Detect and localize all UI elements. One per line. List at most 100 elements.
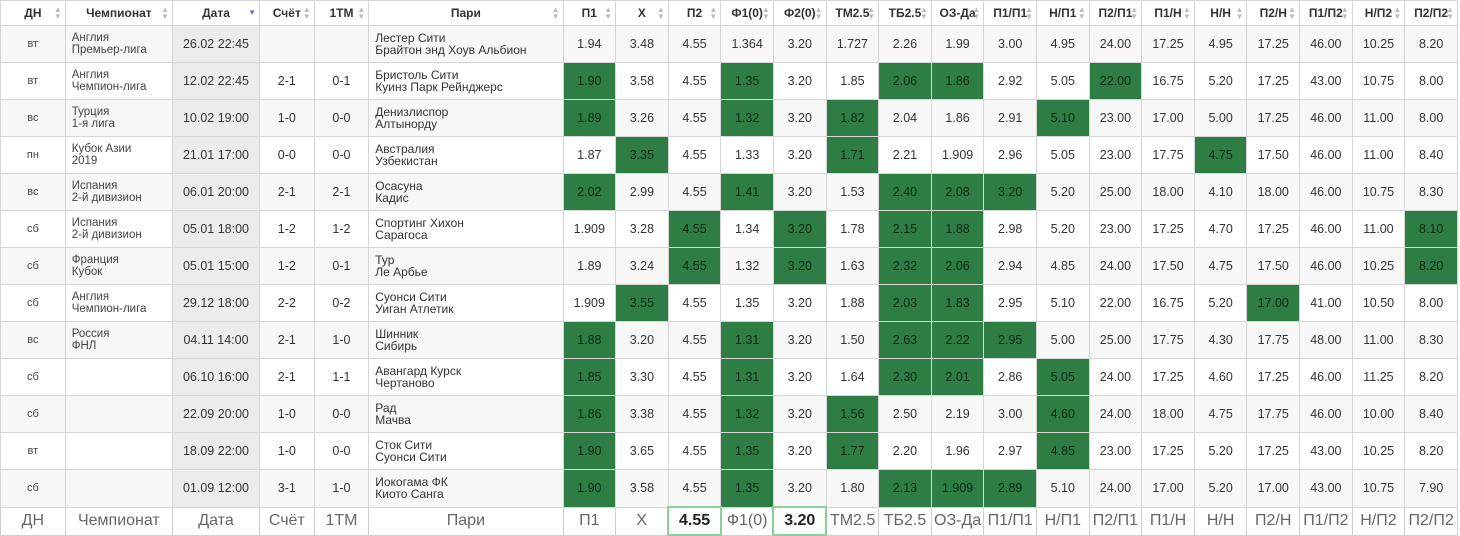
odds-cell[interactable]: 2.30 xyxy=(878,358,932,396)
odds-cell[interactable]: 3.35 xyxy=(615,136,669,174)
odds-cell[interactable]: 1.32 xyxy=(720,99,774,137)
table-row[interactable]: сб Англия Чемпион-лига 29.12 18:00 2-2 0-2 Суо… xyxy=(0,284,1458,322)
odds-cell[interactable]: 17.25 xyxy=(1246,210,1301,248)
match-cell[interactable]: Австралия Узбекистан xyxy=(368,136,564,174)
odds-cell[interactable]: 24.00 xyxy=(1088,25,1143,63)
sort-updown-icon[interactable]: ▲ ▼ xyxy=(551,5,560,21)
odds-cell[interactable]: 16.75 xyxy=(1141,284,1195,322)
odds-cell[interactable]: 2.86 xyxy=(983,358,1037,396)
sort-updown-icon[interactable]: ▲ ▼ xyxy=(1340,5,1349,21)
filter-value[interactable]: 4.55 xyxy=(667,506,722,536)
odds-cell[interactable]: 4.10 xyxy=(1193,173,1248,211)
column-header[interactable]: Х ▲ ▼ xyxy=(615,0,669,26)
odds-cell[interactable]: 5.00 xyxy=(1036,321,1090,359)
odds-cell[interactable]: 3.20 xyxy=(772,358,827,396)
odds-cell[interactable]: 5.10 xyxy=(1036,99,1090,137)
odds-cell[interactable]: 1.64 xyxy=(825,358,880,396)
odds-cell[interactable]: 46.00 xyxy=(1299,173,1353,211)
table-row[interactable]: сб 01.09 12:00 3-1 1-0 Иокогама ФК Киото Санг… xyxy=(0,469,1458,508)
odds-cell[interactable]: 16.75 xyxy=(1141,62,1195,100)
odds-cell[interactable]: 3.20 xyxy=(615,321,669,359)
odds-cell[interactable]: 3.20 xyxy=(772,210,827,248)
odds-cell[interactable]: 2.21 xyxy=(878,136,932,174)
odds-cell[interactable]: 4.55 xyxy=(667,210,722,248)
odds-cell[interactable]: 4.55 xyxy=(667,62,722,100)
odds-cell[interactable]: 4.95 xyxy=(1193,25,1248,63)
table-row[interactable]: сб 22.09 20:00 1-0 0-0 Рад Мачва 1.86 3.38 4.55 1… xyxy=(0,395,1458,433)
odds-cell[interactable]: 4.75 xyxy=(1193,395,1248,433)
odds-cell[interactable]: 4.55 xyxy=(667,25,722,63)
odds-cell[interactable]: 4.85 xyxy=(1036,432,1090,470)
odds-cell[interactable]: 2.20 xyxy=(878,432,932,470)
filter-cell[interactable]: П2/П2 xyxy=(1404,506,1458,536)
sort-updown-icon[interactable]: ▲ ▼ xyxy=(1393,5,1402,21)
odds-cell[interactable]: 46.00 xyxy=(1299,247,1353,285)
odds-cell[interactable]: 23.00 xyxy=(1088,432,1143,470)
odds-cell[interactable]: 4.55 xyxy=(667,358,722,396)
table-row[interactable]: вт Англия Премьер-лига 26.02 22:45 Лестер Си… xyxy=(0,25,1458,63)
sort-updown-icon[interactable]: ▲ ▼ xyxy=(1130,5,1139,21)
odds-cell[interactable]: 4.75 xyxy=(1193,136,1248,174)
odds-cell[interactable]: 2.95 xyxy=(983,321,1037,359)
odds-cell[interactable]: 8.30 xyxy=(1404,321,1458,359)
filter-cell[interactable]: Дата xyxy=(172,506,260,536)
column-header[interactable]: П1/П1 ▲ ▼ xyxy=(983,0,1037,26)
odds-cell[interactable]: 1.86 xyxy=(930,62,985,100)
odds-cell[interactable]: 4.55 xyxy=(667,321,722,359)
odds-cell[interactable]: 4.55 xyxy=(667,469,722,508)
odds-cell[interactable]: 4.55 xyxy=(667,247,722,285)
odds-cell[interactable]: 3.20 xyxy=(772,25,827,63)
column-header[interactable]: П2/П1 ▲ ▼ xyxy=(1088,0,1143,26)
odds-cell[interactable]: 46.00 xyxy=(1299,358,1353,396)
odds-cell[interactable]: 3.20 xyxy=(772,247,827,285)
odds-cell[interactable]: 1.86 xyxy=(562,395,617,433)
odds-cell[interactable]: 3.20 xyxy=(983,173,1037,211)
odds-cell[interactable]: 5.05 xyxy=(1036,136,1090,174)
odds-cell[interactable]: 23.00 xyxy=(1088,136,1143,174)
filter-cell[interactable]: Н/П1 xyxy=(1036,506,1090,536)
odds-cell[interactable]: 3.20 xyxy=(772,321,827,359)
odds-cell[interactable]: 10.00 xyxy=(1351,395,1406,433)
odds-cell[interactable]: 2.63 xyxy=(878,321,932,359)
sort-updown-icon[interactable]: ▲ ▼ xyxy=(919,5,928,21)
odds-cell[interactable]: 8.30 xyxy=(1404,173,1458,211)
sort-updown-icon[interactable]: ▲ ▼ xyxy=(762,5,770,21)
column-header[interactable]: Н/П2 ▲ ▼ xyxy=(1351,0,1406,26)
column-header[interactable]: Дата ▼ xyxy=(172,0,260,26)
odds-cell[interactable]: 8.20 xyxy=(1404,358,1458,396)
table-row[interactable]: сб 06.10 16:00 2-1 1-1 Авангард Курск Чертано… xyxy=(0,358,1458,396)
odds-cell[interactable]: 17.75 xyxy=(1141,136,1195,174)
odds-cell[interactable]: 1.96 xyxy=(930,432,985,470)
sort-updown-icon[interactable]: ▲ ▼ xyxy=(53,5,62,21)
odds-cell[interactable]: 17.75 xyxy=(1246,321,1301,359)
filter-cell[interactable]: Н/Н xyxy=(1193,506,1248,536)
odds-cell[interactable]: 46.00 xyxy=(1299,136,1353,174)
odds-cell[interactable]: 1.364 xyxy=(720,25,774,63)
column-header[interactable]: Пари ▲ ▼ xyxy=(368,0,564,26)
odds-cell[interactable]: 1.31 xyxy=(720,321,774,359)
odds-cell[interactable]: 5.05 xyxy=(1036,62,1090,100)
odds-cell[interactable]: 2.02 xyxy=(562,173,617,211)
match-cell[interactable]: Рад Мачва xyxy=(368,395,564,433)
odds-cell[interactable]: 43.00 xyxy=(1299,62,1353,100)
filter-cell[interactable]: Ф1(0) xyxy=(720,506,774,536)
odds-cell[interactable]: 1.77 xyxy=(825,432,880,470)
odds-cell[interactable]: 1.63 xyxy=(825,247,880,285)
odds-cell[interactable]: 1.85 xyxy=(825,62,880,100)
odds-cell[interactable]: 24.00 xyxy=(1088,395,1143,433)
odds-cell[interactable]: 2.06 xyxy=(878,62,932,100)
odds-cell[interactable]: 1.32 xyxy=(720,395,774,433)
odds-cell[interactable]: 1.56 xyxy=(825,395,880,433)
filter-cell[interactable]: П1/П1 xyxy=(983,506,1037,536)
sort-updown-icon[interactable]: ▲ ▼ xyxy=(709,5,718,21)
filter-cell[interactable]: Чемпионат xyxy=(64,506,174,536)
sort-down-icon[interactable]: ▼ xyxy=(248,8,256,17)
odds-cell[interactable]: 17.00 xyxy=(1246,469,1301,508)
column-header[interactable]: П2/П2 ▲ ▼ xyxy=(1404,0,1458,26)
odds-cell[interactable]: 2.06 xyxy=(930,247,985,285)
odds-cell[interactable]: 2.97 xyxy=(983,432,1037,470)
sort-updown-icon[interactable]: ▲ ▼ xyxy=(1446,5,1454,21)
column-header[interactable]: П1 ▲ ▼ xyxy=(562,0,617,26)
odds-cell[interactable]: 11.00 xyxy=(1351,99,1406,137)
odds-cell[interactable]: 11.25 xyxy=(1351,358,1406,396)
